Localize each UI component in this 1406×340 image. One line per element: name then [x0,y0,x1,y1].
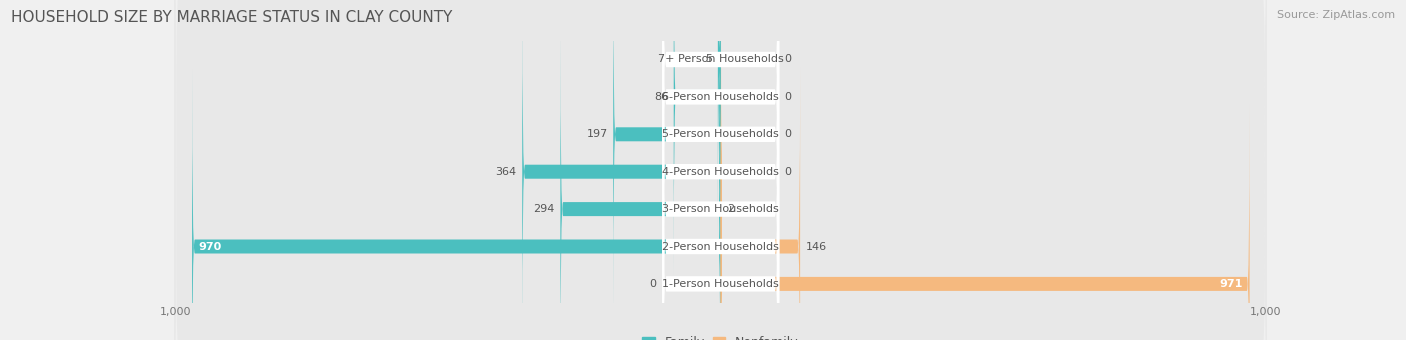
Text: 0: 0 [785,129,792,139]
Text: HOUSEHOLD SIZE BY MARRIAGE STATUS IN CLAY COUNTY: HOUSEHOLD SIZE BY MARRIAGE STATUS IN CLA… [11,10,453,25]
Text: 1-Person Households: 1-Person Households [662,279,779,289]
Text: 6-Person Households: 6-Person Households [662,92,779,102]
Text: 294: 294 [533,204,555,214]
FancyBboxPatch shape [673,0,721,277]
FancyBboxPatch shape [662,0,779,340]
Text: 971: 971 [1219,279,1243,289]
FancyBboxPatch shape [522,0,721,340]
Text: 0: 0 [785,54,792,65]
FancyBboxPatch shape [613,0,721,314]
FancyBboxPatch shape [662,0,779,340]
FancyBboxPatch shape [662,0,779,340]
Text: 2-Person Households: 2-Person Households [662,241,779,252]
FancyBboxPatch shape [561,29,721,340]
FancyBboxPatch shape [662,0,779,340]
Text: 0: 0 [785,167,792,177]
Text: 5-Person Households: 5-Person Households [662,129,779,139]
Text: 197: 197 [586,129,607,139]
FancyBboxPatch shape [174,0,1267,340]
FancyBboxPatch shape [721,67,800,340]
FancyBboxPatch shape [662,0,779,340]
FancyBboxPatch shape [718,29,723,340]
Text: 364: 364 [496,167,517,177]
FancyBboxPatch shape [174,0,1267,340]
FancyBboxPatch shape [662,0,779,340]
Text: 3-Person Households: 3-Person Households [662,204,779,214]
Text: 2: 2 [727,204,734,214]
Text: 970: 970 [198,241,222,252]
FancyBboxPatch shape [718,0,721,239]
FancyBboxPatch shape [662,0,779,340]
FancyBboxPatch shape [721,104,1250,340]
Legend: Family, Nonfamily: Family, Nonfamily [637,331,804,340]
FancyBboxPatch shape [174,0,1267,340]
Text: 5: 5 [706,54,713,65]
Text: 86: 86 [654,92,668,102]
FancyBboxPatch shape [174,0,1267,340]
Text: 4-Person Households: 4-Person Households [662,167,779,177]
Text: 0: 0 [650,279,657,289]
FancyBboxPatch shape [193,67,721,340]
Text: Source: ZipAtlas.com: Source: ZipAtlas.com [1277,10,1395,20]
FancyBboxPatch shape [174,0,1267,340]
FancyBboxPatch shape [174,0,1267,340]
FancyBboxPatch shape [174,0,1267,340]
Text: 0: 0 [785,92,792,102]
Text: 7+ Person Households: 7+ Person Households [658,54,783,65]
Text: 146: 146 [806,241,827,252]
